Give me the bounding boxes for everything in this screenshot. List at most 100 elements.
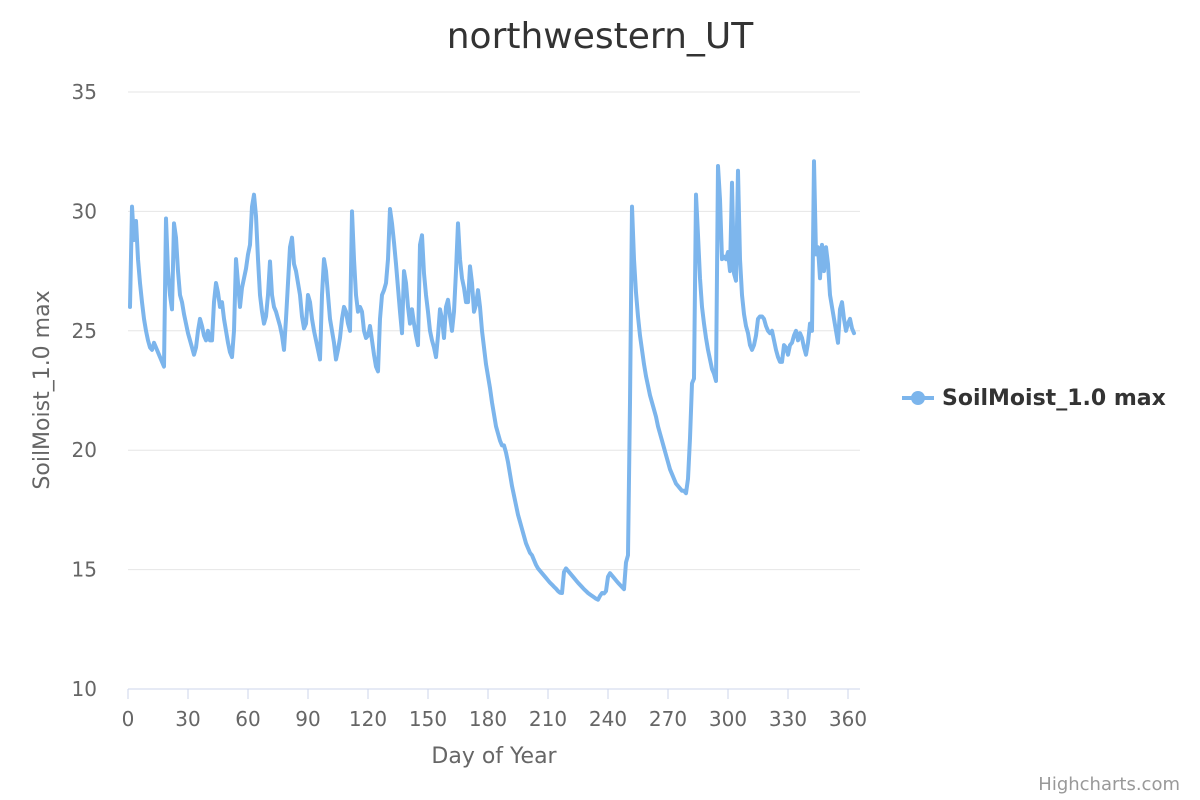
- data-point[interactable]: [243, 266, 249, 272]
- data-point[interactable]: [725, 249, 731, 255]
- data-point[interactable]: [365, 333, 371, 339]
- data-point[interactable]: [559, 590, 565, 596]
- data-point[interactable]: [841, 316, 847, 322]
- data-point[interactable]: [625, 552, 631, 558]
- data-point[interactable]: [349, 208, 355, 214]
- data-point[interactable]: [173, 235, 179, 241]
- data-point[interactable]: [161, 364, 167, 370]
- data-point[interactable]: [235, 280, 241, 286]
- data-point[interactable]: [307, 299, 313, 305]
- data-point[interactable]: [315, 347, 321, 353]
- data-point[interactable]: [769, 328, 775, 334]
- data-point[interactable]: [319, 292, 325, 298]
- data-point[interactable]: [511, 493, 517, 499]
- data-point[interactable]: [133, 218, 139, 224]
- data-point[interactable]: [287, 244, 293, 250]
- data-point[interactable]: [225, 340, 231, 346]
- data-point[interactable]: [771, 337, 777, 343]
- data-point[interactable]: [335, 347, 341, 353]
- data-point[interactable]: [295, 280, 301, 286]
- data-point[interactable]: [503, 450, 509, 456]
- data-point[interactable]: [811, 158, 817, 164]
- data-point[interactable]: [187, 337, 193, 343]
- data-point[interactable]: [773, 347, 779, 353]
- data-point[interactable]: [143, 328, 149, 334]
- data-point[interactable]: [431, 345, 437, 351]
- data-point[interactable]: [665, 459, 671, 465]
- data-point[interactable]: [369, 337, 375, 343]
- data-point[interactable]: [637, 333, 643, 339]
- data-point[interactable]: [261, 321, 267, 327]
- data-point[interactable]: [489, 399, 495, 405]
- data-point[interactable]: [309, 316, 315, 322]
- data-point[interactable]: [717, 196, 723, 202]
- data-point[interactable]: [183, 321, 189, 327]
- data-point[interactable]: [603, 588, 609, 594]
- data-point[interactable]: [277, 323, 283, 329]
- data-point[interactable]: [451, 309, 457, 315]
- data-point[interactable]: [177, 292, 183, 298]
- data-point[interactable]: [399, 330, 405, 336]
- data-point[interactable]: [753, 333, 759, 339]
- data-point[interactable]: [245, 251, 251, 257]
- data-point[interactable]: [477, 304, 483, 310]
- data-point[interactable]: [337, 335, 343, 341]
- data-point[interactable]: [691, 376, 697, 382]
- data-point[interactable]: [371, 352, 377, 358]
- data-point[interactable]: [831, 316, 837, 322]
- data-point[interactable]: [479, 328, 485, 334]
- data-point[interactable]: [443, 304, 449, 310]
- data-point[interactable]: [209, 337, 215, 343]
- data-point[interactable]: [393, 261, 399, 267]
- data-point[interactable]: [631, 256, 637, 262]
- data-point[interactable]: [851, 330, 857, 336]
- data-point[interactable]: [505, 459, 511, 465]
- data-point[interactable]: [731, 270, 737, 276]
- data-point[interactable]: [799, 335, 805, 341]
- data-point[interactable]: [827, 292, 833, 298]
- data-point[interactable]: [661, 445, 667, 451]
- data-point[interactable]: [391, 239, 397, 245]
- data-point[interactable]: [517, 519, 523, 525]
- data-point[interactable]: [223, 328, 229, 334]
- data-point[interactable]: [657, 430, 663, 436]
- data-point[interactable]: [687, 435, 693, 441]
- data-point[interactable]: [401, 268, 407, 274]
- data-point[interactable]: [817, 275, 823, 281]
- data-point[interactable]: [237, 304, 243, 310]
- data-point[interactable]: [359, 309, 365, 315]
- data-point[interactable]: [623, 559, 629, 565]
- data-point[interactable]: [521, 533, 527, 539]
- data-point[interactable]: [629, 204, 635, 210]
- data-point[interactable]: [219, 299, 225, 305]
- data-point[interactable]: [803, 352, 809, 358]
- data-point[interactable]: [419, 232, 425, 238]
- data-point[interactable]: [707, 356, 713, 362]
- data-point[interactable]: [509, 483, 515, 489]
- data-point[interactable]: [361, 328, 367, 334]
- data-point[interactable]: [697, 275, 703, 281]
- data-point[interactable]: [453, 268, 459, 274]
- data-point[interactable]: [491, 411, 497, 417]
- data-point[interactable]: [345, 321, 351, 327]
- data-point[interactable]: [395, 285, 401, 291]
- data-point[interactable]: [835, 340, 841, 346]
- data-point[interactable]: [501, 442, 507, 448]
- series-line[interactable]: [128, 159, 856, 602]
- data-point[interactable]: [519, 526, 525, 532]
- data-point[interactable]: [293, 268, 299, 274]
- data-point[interactable]: [441, 335, 447, 341]
- data-point[interactable]: [167, 292, 173, 298]
- data-point[interactable]: [343, 309, 349, 315]
- data-point[interactable]: [197, 316, 203, 322]
- data-point[interactable]: [169, 306, 175, 312]
- data-point[interactable]: [737, 256, 743, 262]
- data-point[interactable]: [461, 285, 467, 291]
- data-point[interactable]: [269, 292, 275, 298]
- data-point[interactable]: [249, 204, 255, 210]
- data-point[interactable]: [311, 328, 317, 334]
- data-point[interactable]: [715, 163, 721, 169]
- data-point[interactable]: [313, 337, 319, 343]
- data-point[interactable]: [325, 292, 331, 298]
- data-point[interactable]: [735, 168, 741, 174]
